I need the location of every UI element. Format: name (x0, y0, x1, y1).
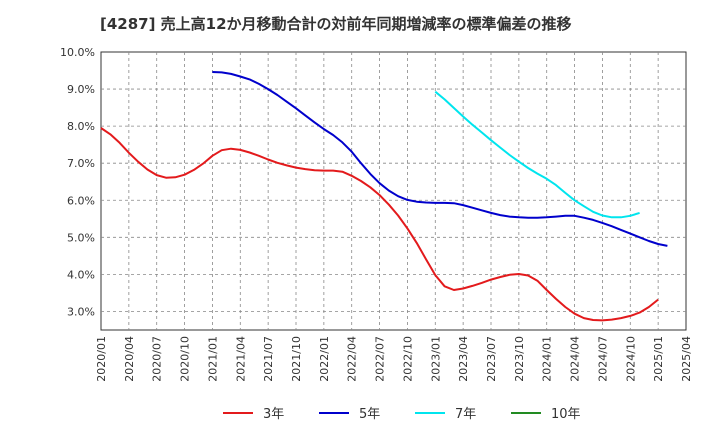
y-tick-label: 3.0% (67, 305, 95, 318)
legend-label: 10年 (551, 407, 581, 422)
x-tick-label: 2020/10 (179, 336, 192, 382)
x-tick-label: 2022/04 (346, 336, 359, 382)
y-tick-label: 7.0% (67, 157, 95, 170)
x-tick-label: 2023/04 (457, 336, 470, 382)
x-tick-label: 2024/01 (541, 336, 554, 382)
plot-background (100, 51, 687, 331)
x-tick-label: 2022/07 (374, 336, 387, 382)
y-tick-label: 6.0% (67, 194, 95, 207)
legend-label: 5年 (359, 407, 380, 422)
x-tick-label: 2023/01 (429, 336, 442, 382)
x-tick-label: 2023/07 (485, 336, 498, 382)
x-tick-label: 2020/01 (95, 336, 108, 382)
x-tick-label: 2024/07 (596, 336, 609, 382)
x-tick-label: 2025/01 (652, 336, 665, 382)
y-tick-label: 4.0% (67, 268, 95, 281)
x-tick-label: 2024/04 (569, 336, 582, 382)
series-line-3年 (100, 127, 659, 322)
x-tick-label: 2021/04 (234, 336, 247, 382)
x-tick-label: 2023/10 (513, 336, 526, 382)
series-lines (100, 71, 668, 322)
x-tick-label: 2020/07 (151, 336, 164, 382)
x-axis-ticks: 2020/01 2020/04 2020/07 2020/10 2021/01 2021/… (95, 336, 693, 382)
y-tick-label: 9.0% (67, 83, 95, 96)
x-tick-label: 2024/10 (624, 336, 637, 382)
y-tick-label: 5.0% (67, 231, 95, 244)
y-axis-ticks: 3.0% 4.0% 5.0% 6.0% 7.0% 8.0% 9.0% 10.0% (60, 46, 95, 318)
x-tick-label: 2025/04 (680, 336, 693, 382)
grid-lines (101, 52, 686, 330)
series-line-7年 (434, 90, 640, 219)
plot-frame (100, 51, 687, 331)
x-tick-label: 2022/01 (318, 336, 331, 382)
x-tick-label: 2021/10 (290, 336, 303, 382)
x-tick-label: 2022/10 (401, 336, 414, 382)
chart-title: [4287] 売上高12か月移動合計の対前年同期増減率の標準偏差の推移 (100, 15, 572, 33)
legend-label: 3年 (263, 407, 284, 422)
legend-label: 7年 (455, 407, 476, 422)
y-tick-label: 10.0% (60, 46, 95, 59)
x-tick-label: 2021/01 (206, 336, 219, 382)
x-tick-label: 2021/07 (262, 336, 275, 382)
x-tick-label: 2020/04 (123, 336, 136, 382)
legend: 3年 5年 7年 10年 (223, 407, 581, 422)
series-line-5年 (212, 71, 668, 247)
y-tick-label: 8.0% (67, 120, 95, 133)
